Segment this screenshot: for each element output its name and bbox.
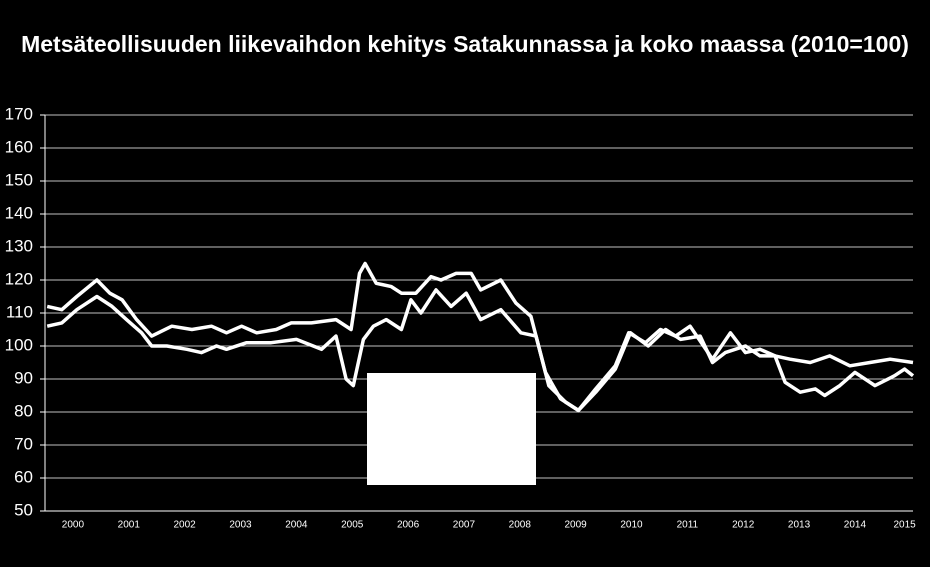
y-tick-label: 150 [5,170,33,189]
y-tick-label: 160 [5,137,33,156]
y-tick-label: 130 [5,236,33,255]
x-tick-label: 2002 [174,520,197,531]
x-tick-label: 2012 [732,520,755,531]
x-tick-label: 2004 [285,520,308,531]
x-tick-label: 2007 [453,520,476,531]
y-tick-label: 170 [5,104,33,123]
y-tick-label: 140 [5,203,33,222]
y-tick-label: 50 [14,500,33,519]
x-tick-label: 2000 [62,520,85,531]
x-tick-label: 2009 [565,520,588,531]
y-tick-label: 100 [5,335,33,354]
y-tick-label: 70 [14,434,33,453]
chart-title: Metsäteollisuuden liikevaihdon kehitys S… [21,31,909,57]
y-tick-label: 80 [14,401,33,420]
y-tick-label: 110 [6,302,33,321]
x-tick-label: 2008 [509,520,532,531]
y-tick-label: 120 [5,269,33,288]
x-tick-label: 2011 [677,520,699,531]
x-tick-label: 2006 [397,520,420,531]
y-tick-label: 60 [14,467,33,486]
line-series [46,288,915,413]
legend-cover [367,373,536,485]
x-tick-label: 2005 [341,520,364,531]
line-series [46,261,914,413]
x-tick-label: 2013 [788,520,811,531]
x-tick-label: 2010 [620,520,643,531]
x-tick-label: 2001 [118,520,141,531]
x-tick-label: 2003 [229,520,252,531]
y-tick-label: 90 [14,368,33,387]
x-tick-label: 2015 [893,520,916,531]
x-tick-label: 2014 [844,520,867,531]
